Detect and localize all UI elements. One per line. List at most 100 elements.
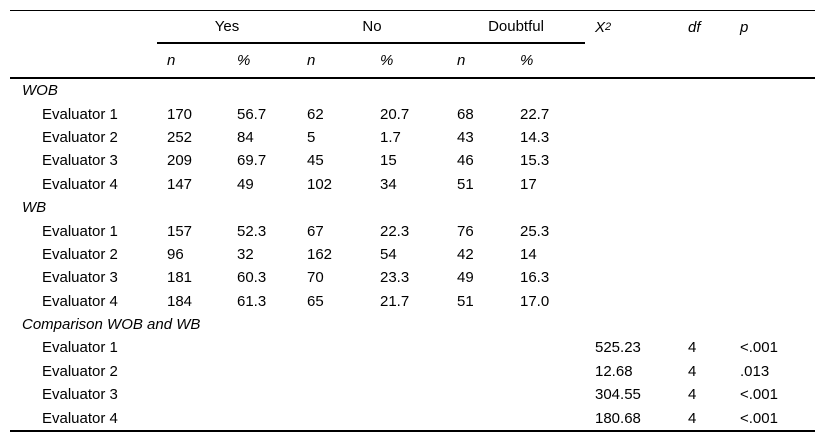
table-row: Evaluator 3 181 60.3 70 23.3 49 16.3: [10, 266, 815, 289]
cell-df: [678, 126, 730, 149]
cell-yes-pct: 49: [237, 175, 254, 193]
table-row: Evaluator 2 252 84 5 1.7 43 14.3: [10, 126, 815, 149]
cell-df: 4: [688, 409, 697, 427]
cell-doubtful-n: 49: [457, 269, 474, 287]
cell-no-n: 70: [307, 269, 324, 287]
cell-no-pct: 20.7: [380, 105, 410, 123]
cell-no-n: 67: [307, 222, 324, 240]
cell-yes-pct: 84: [237, 128, 254, 146]
cell-df: [678, 219, 730, 242]
cell-p: <.001: [740, 409, 778, 427]
cell-doubtful-pct: [510, 406, 585, 429]
cell-doubtful-pct: 15.3: [520, 152, 550, 170]
table-row: Evaluator 2 12.68 4 .013: [10, 360, 815, 383]
row-label: Evaluator 1: [42, 222, 118, 240]
cell-yes-n: [157, 383, 227, 406]
cell-yes-pct: 32: [237, 245, 254, 263]
cell-no-n: 5: [307, 128, 316, 146]
cell-no-n: 65: [307, 292, 324, 310]
cell-df: 4: [688, 386, 697, 404]
header-stub-cell: [10, 44, 157, 77]
cell-yes-pct: [227, 360, 297, 383]
table-row: Evaluator 4 184 61.3 65 21.7 51 17.0: [10, 290, 815, 313]
table-row: Evaluator 2 96 32 162 54 42 14: [10, 243, 815, 266]
cell-chi-square: [585, 243, 678, 266]
cell-doubtful-n: 51: [457, 292, 474, 310]
cell-doubtful-n: [447, 406, 510, 429]
cell-p: [730, 102, 815, 125]
subheader-yes-pct: %: [237, 52, 251, 69]
cell-yes-n: 184: [167, 292, 193, 310]
cell-yes-n: 147: [167, 175, 193, 193]
cell-yes-n: 96: [167, 245, 184, 263]
cell-yes-pct: 69.7: [237, 152, 267, 170]
table-row: Evaluator 3 209 69.7 45 15 46 15.3: [10, 149, 815, 172]
cell-no-n: [297, 406, 370, 429]
cell-doubtful-n: [447, 360, 510, 383]
cell-p: [730, 290, 815, 313]
cell-chi-square: 12.68: [595, 362, 633, 380]
section-title-wb: WB: [22, 199, 47, 217]
cell-no-pct: [370, 383, 447, 406]
section-header-row: WB: [10, 196, 815, 219]
cell-chi-square: [585, 126, 678, 149]
table-row: Evaluator 1 157 52.3 67 22.3 76 25.3: [10, 219, 815, 242]
table-row: Evaluator 4 147 49 102 34 51 17: [10, 173, 815, 196]
cell-no-pct: 22.3: [380, 222, 410, 240]
cell-df: [678, 173, 730, 196]
section-title-wob: WOB: [22, 82, 58, 100]
cell-doubtful-n: 42: [457, 245, 474, 263]
cell-p: [730, 243, 815, 266]
col-header-p: p: [740, 19, 749, 36]
cell-chi-square: [585, 149, 678, 172]
cell-p: [730, 126, 815, 149]
cell-p: <.001: [740, 339, 778, 357]
row-label: Evaluator 4: [42, 292, 118, 310]
cell-yes-n: [157, 336, 227, 359]
cell-no-n: [297, 336, 370, 359]
cell-p: [730, 266, 815, 289]
cell-doubtful-n: 51: [457, 175, 474, 193]
cell-p: [730, 219, 815, 242]
cell-df: [678, 102, 730, 125]
section-header-row: Comparison WOB and WB: [10, 313, 815, 336]
cell-chi-square: [585, 290, 678, 313]
cell-df: [678, 149, 730, 172]
cell-df: [678, 243, 730, 266]
cell-no-n: 102: [307, 175, 333, 193]
cell-p: <.001: [740, 386, 778, 404]
cell-chi-square: [585, 219, 678, 242]
table-row: Evaluator 4 180.68 4 <.001: [10, 406, 815, 429]
row-label: Evaluator 3: [42, 152, 118, 170]
subheader-yes-n: n: [167, 52, 176, 69]
cell-no-pct: 23.3: [380, 269, 410, 287]
cell-no-n: [297, 360, 370, 383]
cell-no-n: 45: [307, 152, 324, 170]
cell-yes-n: 170: [167, 105, 193, 123]
section-header-row: WOB: [10, 79, 815, 102]
col-group-yes: Yes: [214, 18, 240, 35]
cell-chi-square: 525.23: [595, 339, 641, 357]
subheader-no-pct: %: [380, 52, 394, 69]
cell-yes-n: 157: [167, 222, 193, 240]
row-label: Evaluator 3: [42, 269, 118, 287]
table-row: Evaluator 1 170 56.7 62 20.7 68 22.7: [10, 102, 815, 125]
cell-yes-pct: 61.3: [237, 292, 267, 310]
section-title-comparison: Comparison WOB and WB: [22, 316, 201, 334]
cell-yes-pct: 60.3: [237, 269, 267, 287]
group-header-band: Yes No Doubtful: [157, 11, 585, 44]
header-empty-cell: [585, 44, 678, 77]
col-header-df: df: [688, 19, 701, 36]
cell-no-pct: 54: [380, 245, 397, 263]
header-empty-cell: [730, 44, 815, 77]
cell-doubtful-n: 46: [457, 152, 474, 170]
cell-doubtful-pct: [510, 336, 585, 359]
cell-doubtful-pct: 17: [520, 175, 537, 193]
row-label: Evaluator 2: [42, 245, 118, 263]
cell-doubtful-n: [447, 383, 510, 406]
cell-no-n: 62: [307, 105, 324, 123]
row-label: Evaluator 1: [42, 105, 118, 123]
